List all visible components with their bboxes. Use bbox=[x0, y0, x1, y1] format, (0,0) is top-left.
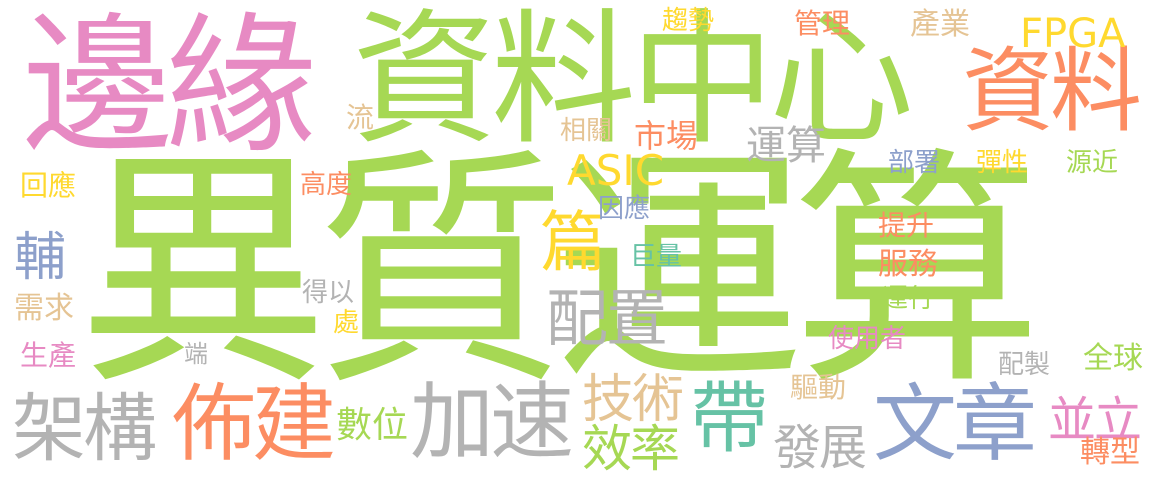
word-juliang: 巨量 bbox=[630, 242, 683, 272]
word-peizhi: 配置 bbox=[546, 282, 668, 355]
word-yizhi-yunsuan: 異質運算 bbox=[78, 127, 1042, 418]
word-yinying: 因應 bbox=[598, 194, 651, 224]
word-duan: 端 bbox=[184, 340, 208, 368]
word-yunsuan: 運算 bbox=[746, 123, 826, 169]
word-fazhan: 發展 bbox=[773, 420, 867, 476]
word-fpga: FPGA bbox=[1020, 11, 1126, 57]
word-ziliao-zhongxin: 資料中心 bbox=[352, 0, 914, 165]
word-xiaolv: 效率 bbox=[582, 420, 680, 478]
word-bushu: 部署 bbox=[888, 148, 941, 178]
word-jishu: 技術 bbox=[582, 370, 684, 430]
word-tisheng: 提升 bbox=[878, 209, 935, 242]
word-wenzhang: 文章 bbox=[873, 375, 1037, 473]
word-bingli: 並立 bbox=[1048, 392, 1142, 448]
word-jiasu: 加速 bbox=[410, 373, 574, 471]
word-deyi: 得以 bbox=[302, 278, 355, 308]
word-shiyongzhe: 使用者 bbox=[828, 324, 907, 354]
word-dai: 帶 bbox=[690, 374, 769, 464]
word-yunxing: 運行 bbox=[882, 284, 935, 314]
word-qushi: 趨勢 bbox=[662, 6, 715, 36]
word-bujian: 佈建 bbox=[172, 375, 336, 473]
word-shengchan: 生產 bbox=[20, 339, 77, 372]
word-qudong: 驅動 bbox=[790, 371, 847, 404]
word-asic: ASIC bbox=[567, 146, 665, 195]
word-ziliao: 資料 bbox=[962, 38, 1142, 145]
word-peizhi2: 配製 bbox=[998, 350, 1051, 380]
word-shuwei: 數位 bbox=[336, 405, 409, 446]
word-liu: 流 bbox=[346, 101, 375, 134]
word-quanqiu: 全球 bbox=[1083, 341, 1143, 376]
word-zhuanxing: 轉型 bbox=[1080, 435, 1140, 470]
word-jiagou: 架構 bbox=[12, 386, 157, 472]
word-yuanjin: 源近 bbox=[1066, 148, 1119, 178]
word-huiying: 回應 bbox=[20, 169, 77, 202]
word-chanye: 產業 bbox=[910, 7, 970, 42]
word-fu: 輔 bbox=[14, 228, 67, 288]
word-pian: 篇 bbox=[540, 204, 606, 281]
word-bianyuan: 邊緣 bbox=[22, 0, 316, 174]
word-shichang: 市場 bbox=[634, 117, 699, 155]
word-fuwu: 服務 bbox=[878, 247, 938, 282]
word-chu: 處 bbox=[333, 308, 360, 338]
word-guanli: 管理 bbox=[794, 7, 851, 40]
word-xiangguan: 相關 bbox=[560, 116, 613, 146]
word-xuqiu: 需求 bbox=[14, 291, 74, 326]
word-gaodu: 高度 bbox=[300, 170, 353, 200]
word-tanxing: 彈性 bbox=[976, 148, 1029, 178]
